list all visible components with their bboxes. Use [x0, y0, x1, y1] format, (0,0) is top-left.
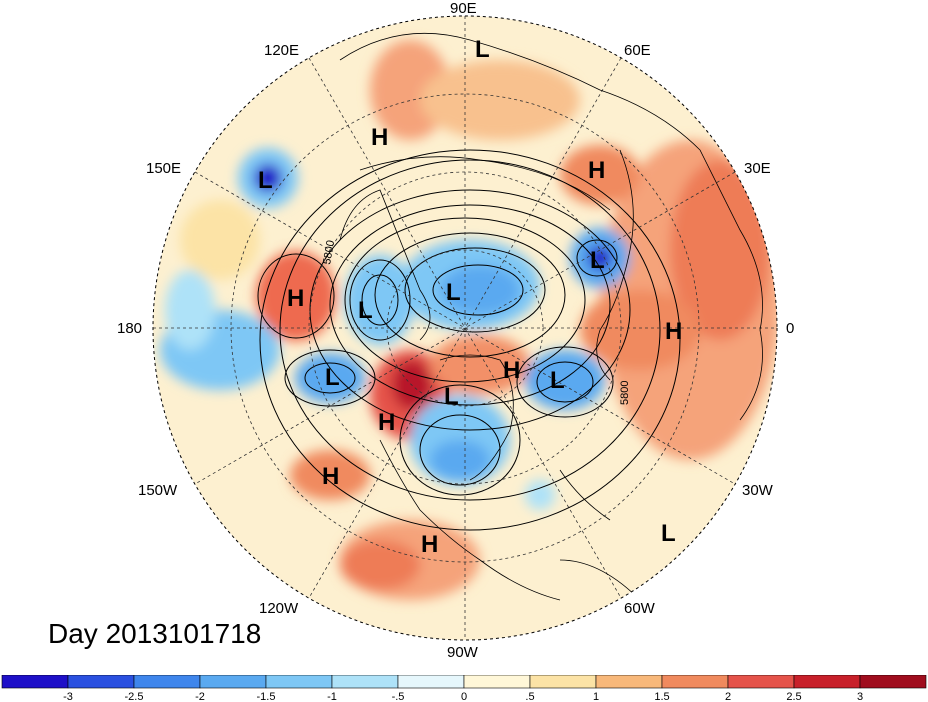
- colorbar-tick-label: 1.5: [654, 691, 669, 702]
- center-label: L: [590, 247, 605, 274]
- lon-label-60e: 60E: [624, 42, 651, 59]
- colorbar-swatch: [1, 675, 69, 689]
- center-label: L: [444, 383, 459, 410]
- colorbar-tick-label: -1.5: [257, 691, 276, 702]
- colorbar-swatch: [331, 675, 399, 689]
- center-label: L: [358, 297, 373, 324]
- center-label: L: [550, 367, 565, 394]
- colorbar-tick-label: -2.5: [125, 691, 144, 702]
- center-label: H: [588, 157, 605, 184]
- lon-label-90w: 90W: [447, 644, 478, 661]
- lon-label-60w: 60W: [624, 600, 655, 617]
- colorbar-swatch: [199, 675, 267, 689]
- colorbar-swatch: [529, 675, 597, 689]
- colorbar-tick-label: -1: [327, 691, 337, 702]
- center-label: H: [503, 357, 520, 384]
- colorbar-tick-label: 3: [857, 691, 863, 702]
- map-boundary: [152, 15, 778, 641]
- center-label: H: [421, 531, 438, 558]
- lon-label-120e: 120E: [264, 42, 300, 59]
- lat-lon-grid: [153, 16, 777, 640]
- center-label: L: [475, 36, 490, 63]
- colorbar-tick-label: 2: [725, 691, 731, 702]
- date-title: Day 2013101718: [48, 618, 262, 649]
- center-label: L: [446, 279, 461, 306]
- lon-label-150w: 150W: [138, 482, 178, 499]
- colorbar-tick-label: -2: [195, 691, 205, 702]
- colorbar-swatch: [859, 675, 927, 689]
- center-label: L: [258, 167, 273, 194]
- colorbar-tick-label: 1: [593, 691, 599, 702]
- center-label: L: [661, 520, 676, 547]
- colorbar-tick-label: 2.5: [786, 691, 801, 702]
- center-label: H: [665, 318, 682, 345]
- center-label: H: [322, 463, 339, 490]
- colorbar-swatch: [67, 675, 135, 689]
- center-label: H: [371, 124, 388, 151]
- center-label: L: [325, 364, 340, 391]
- colorbar-tick-label: -3: [63, 691, 73, 702]
- lon-label-120w: 120W: [259, 600, 299, 617]
- colorbar-swatch: [265, 675, 333, 689]
- lon-label-30w: 30W: [742, 482, 773, 499]
- lon-label-30e: 30E: [744, 160, 771, 177]
- coastlines: [339, 32, 763, 640]
- lon-label-180: 180: [117, 320, 143, 337]
- colorbar-swatch: [727, 675, 795, 689]
- anomaly-field: 5800 5800 L H L H L H L L H L H L L H H …: [153, 16, 777, 640]
- colorbar-swatch: [463, 675, 531, 689]
- contour-label-5800-left: 5800: [321, 239, 337, 265]
- contour-label-5800-right: 5800: [619, 381, 631, 405]
- center-label: H: [378, 409, 395, 436]
- lon-label-0: 0: [786, 320, 795, 337]
- colorbar: -3 -2.5 -2 -1.5 -1 -.5 0 .5 1 1.5 2 2.5 3: [1, 675, 927, 702]
- colorbar-swatch: [595, 675, 663, 689]
- colorbar-swatch: [661, 675, 729, 689]
- height-contours: [257, 149, 681, 531]
- colorbar-swatch: [133, 675, 201, 689]
- colorbar-swatch: [793, 675, 861, 689]
- colorbar-tick-label: 0: [461, 691, 467, 702]
- colorbar-tick-label: .5: [525, 691, 534, 702]
- lon-label-90e: 90E: [450, 0, 477, 17]
- pressure-centers: L H L H L H L L H L H L L H H H L: [258, 36, 682, 558]
- colorbar-tick-label: -.5: [392, 691, 405, 702]
- center-label: H: [287, 285, 304, 312]
- lon-label-150e: 150E: [146, 160, 182, 177]
- colorbar-swatch: [397, 675, 465, 689]
